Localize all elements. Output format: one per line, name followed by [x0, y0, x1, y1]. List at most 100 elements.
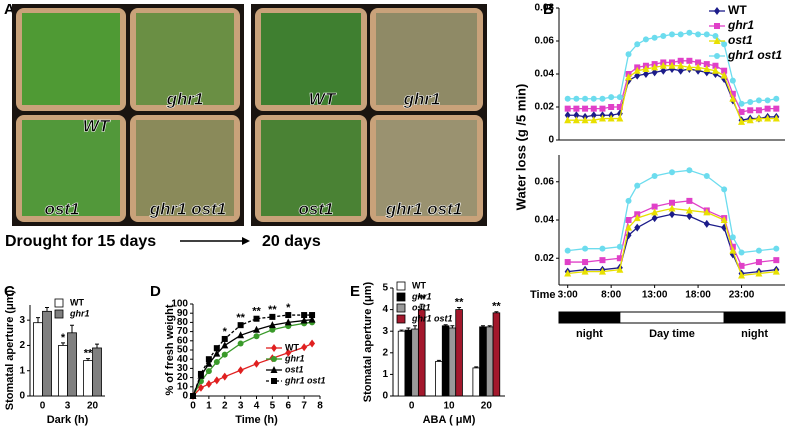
- annotation: **: [417, 293, 426, 305]
- y-tick-label: 2: [382, 347, 388, 358]
- bar: [441, 325, 450, 397]
- marker: [651, 34, 658, 41]
- marker: [564, 95, 571, 102]
- bar: [435, 361, 443, 397]
- y-tick-label: 40: [177, 354, 189, 365]
- marker: [714, 53, 720, 59]
- panel-letter: E: [350, 283, 360, 300]
- caption: Drought for 15 days: [5, 233, 156, 250]
- marker: [271, 356, 277, 362]
- photo-label: ghr1: [403, 89, 441, 108]
- y-tick-label: 70: [177, 326, 189, 337]
- marker: [237, 366, 244, 375]
- marker: [686, 197, 693, 204]
- legend-label: WT: [412, 280, 426, 290]
- marker: [582, 259, 589, 266]
- x-tick-label: 0: [40, 401, 46, 412]
- marker: [720, 71, 728, 79]
- marker: [598, 114, 606, 122]
- marker: [301, 343, 308, 352]
- marker: [599, 245, 606, 252]
- marker: [721, 67, 728, 74]
- marker: [729, 94, 737, 102]
- marker: [668, 61, 676, 69]
- legend-label: ghr1: [727, 18, 754, 32]
- marker: [703, 208, 711, 216]
- legend-label: ost1: [728, 33, 753, 47]
- marker: [284, 318, 292, 326]
- y-axis-label: Stomatal aperture (μm): [4, 289, 16, 410]
- marker: [616, 104, 623, 110]
- y-tick-label: 30: [177, 363, 189, 374]
- legend-label: WT: [728, 3, 747, 17]
- marker: [564, 105, 571, 112]
- marker: [309, 339, 316, 348]
- x-tick-label: 1: [206, 401, 212, 412]
- y-tick-label: 0.02: [535, 253, 555, 264]
- marker: [237, 340, 244, 347]
- period-label: Day time: [649, 328, 695, 340]
- bar: [42, 310, 52, 397]
- y-tick-label: 0.02: [535, 102, 555, 113]
- marker: [253, 359, 260, 368]
- panel-letter: B: [543, 1, 554, 18]
- error-bar: [443, 324, 448, 326]
- y-tick-label: 100: [171, 299, 188, 310]
- marker: [625, 73, 633, 81]
- legend-label: ghr1: [411, 291, 432, 301]
- y-tick-label: 0.04: [535, 69, 555, 80]
- marker: [271, 378, 277, 384]
- y-tick-label: 10: [177, 381, 189, 392]
- marker: [720, 216, 728, 223]
- marker: [633, 66, 641, 74]
- marker: [300, 316, 308, 324]
- marker: [213, 349, 221, 357]
- marker: [205, 359, 213, 367]
- marker: [773, 245, 780, 252]
- marker: [253, 315, 260, 322]
- marker: [773, 105, 780, 112]
- marker: [703, 65, 711, 73]
- marker: [746, 116, 754, 124]
- marker: [703, 219, 710, 228]
- marker: [714, 7, 720, 15]
- legend-swatch: [396, 292, 406, 302]
- marker: [221, 372, 228, 381]
- marker: [205, 380, 212, 389]
- x-tick-label: 0: [190, 401, 196, 412]
- legend-label: ghr1 ost1: [284, 375, 326, 385]
- marker: [590, 116, 598, 124]
- marker: [590, 111, 597, 120]
- photo-label: ghr1 ost1: [385, 199, 463, 218]
- marker: [729, 90, 736, 97]
- x-tick-label: 8:00: [601, 290, 621, 301]
- annotation: **: [84, 347, 93, 359]
- marker: [729, 234, 736, 241]
- marker: [729, 246, 737, 254]
- marker: [599, 95, 606, 102]
- x-axis-label: ABA ( μM): [423, 414, 476, 426]
- error-bar: [399, 329, 404, 332]
- y-tick-label: 1: [382, 369, 388, 380]
- x-tick-label: 20: [481, 401, 493, 412]
- x-axis-label: Dark (h): [47, 414, 89, 426]
- bar: [67, 332, 77, 397]
- x-tick-label: 3: [238, 401, 244, 412]
- marker: [714, 23, 720, 29]
- marker: [738, 262, 745, 269]
- marker: [625, 197, 632, 204]
- period-label: night: [576, 328, 603, 340]
- marker: [755, 107, 762, 114]
- legend-swatch: [396, 281, 406, 291]
- marker: [686, 29, 693, 36]
- bar: [479, 326, 487, 397]
- marker: [651, 203, 658, 210]
- error-bar: [86, 358, 90, 361]
- marker: [616, 94, 623, 101]
- annotation: **: [236, 312, 245, 324]
- marker: [651, 208, 659, 216]
- legend-swatch: [396, 303, 406, 313]
- marker: [616, 114, 624, 122]
- marker: [721, 186, 728, 193]
- marker: [694, 63, 702, 71]
